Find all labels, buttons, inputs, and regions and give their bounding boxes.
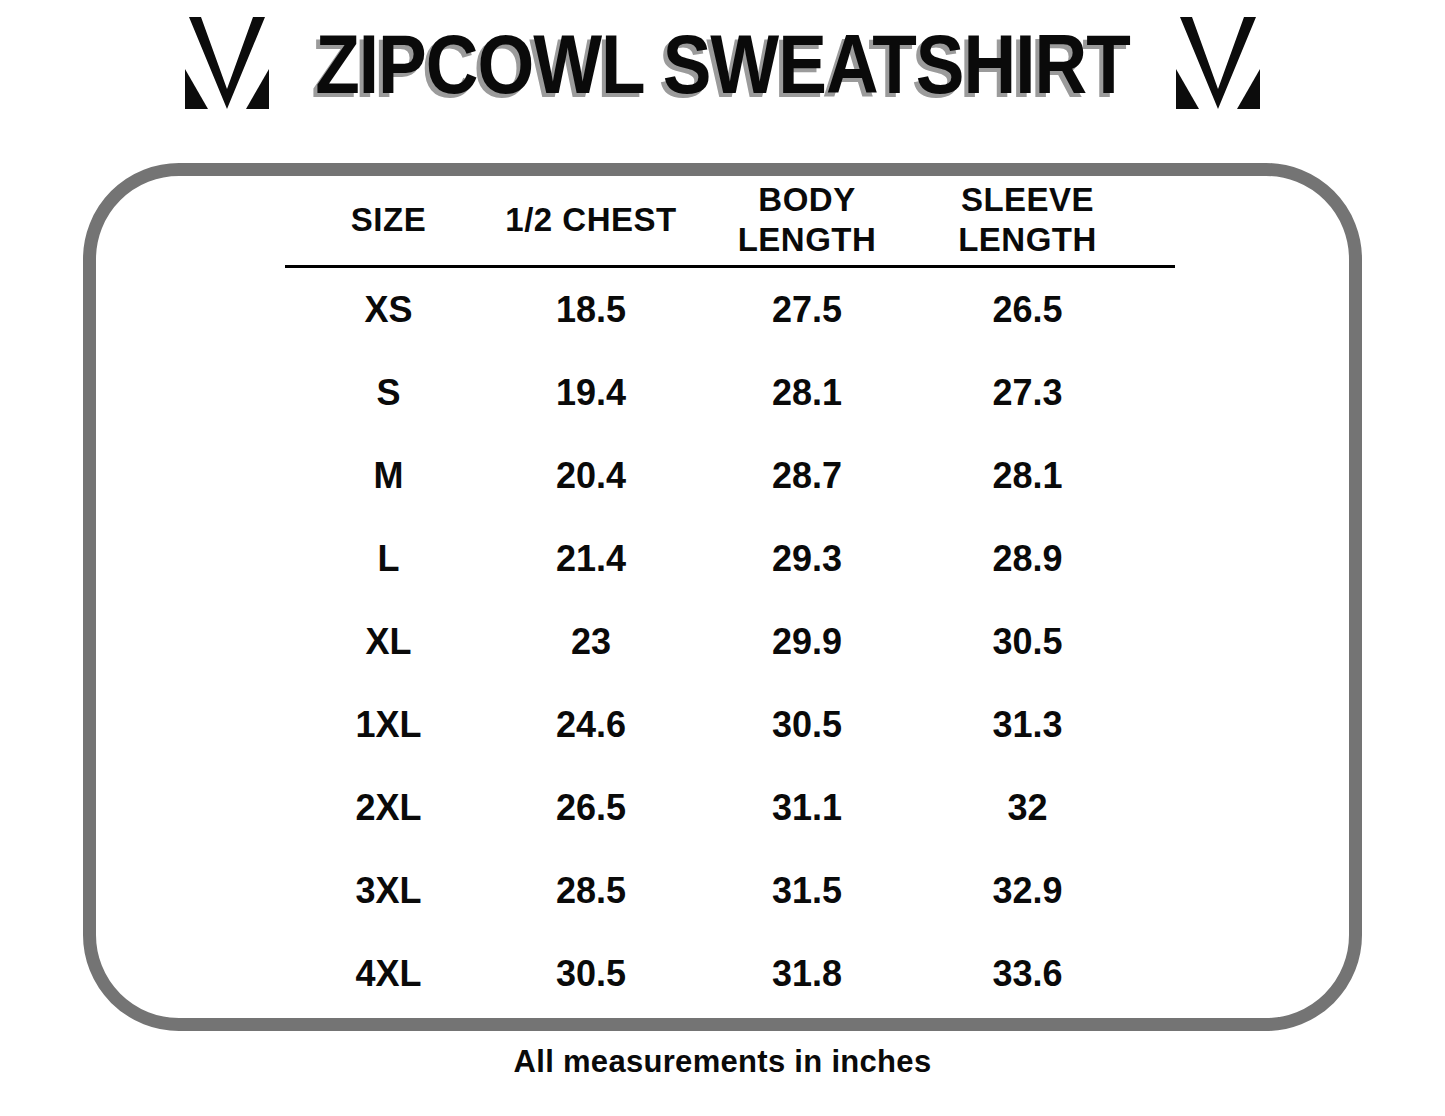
body-length-cell: 29.3 <box>690 538 924 580</box>
size-cell: 2XL <box>285 787 492 829</box>
measurements-note: All measurements in inches <box>0 1044 1445 1080</box>
size-cell: XS <box>285 289 492 331</box>
table-row: M 20.4 28.7 28.1 <box>285 434 1175 517</box>
sleeve-length-cell: 32 <box>924 787 1131 829</box>
table-row: L 21.4 29.3 28.9 <box>285 517 1175 600</box>
header: ZIPCOWL SWEATSHIRT <box>0 16 1445 110</box>
page-title: ZIPCOWL SWEATSHIRT <box>315 16 1130 111</box>
column-header-half-chest: 1/2 CHEST <box>492 200 690 240</box>
sleeve-length-cell: 33.6 <box>924 953 1131 995</box>
half-chest-cell: 21.4 <box>492 538 690 580</box>
table-row: 2XL 26.5 31.1 32 <box>285 766 1175 849</box>
table-header-row: SIZE 1/2 CHEST BODY LENGTH SLEEVE LENGTH <box>285 175 1175 265</box>
sleeve-length-cell: 27.3 <box>924 372 1131 414</box>
sleeve-length-cell: 30.5 <box>924 621 1131 663</box>
table-row: XS 18.5 27.5 26.5 <box>285 268 1175 351</box>
column-header-size: SIZE <box>285 200 492 240</box>
size-chart-page: ZIPCOWL SWEATSHIRT SIZE 1/2 CHEST BODY L… <box>0 0 1445 1116</box>
table-body: XS 18.5 27.5 26.5 S 19.4 28.1 27.3 M 20.… <box>285 268 1175 1015</box>
sleeve-length-cell: 31.3 <box>924 704 1131 746</box>
column-header-body-length: BODY LENGTH <box>690 180 924 259</box>
body-length-cell: 31.5 <box>690 870 924 912</box>
size-cell: 1XL <box>285 704 492 746</box>
table-row: XL 23 29.9 30.5 <box>285 600 1175 683</box>
sleeve-length-cell: 28.9 <box>924 538 1131 580</box>
body-length-cell: 28.7 <box>690 455 924 497</box>
size-cell: 3XL <box>285 870 492 912</box>
body-length-cell: 27.5 <box>690 289 924 331</box>
table-row: 3XL 28.5 31.5 32.9 <box>285 849 1175 932</box>
body-length-cell: 31.1 <box>690 787 924 829</box>
column-header-sleeve-length: SLEEVE LENGTH <box>924 180 1131 259</box>
half-chest-cell: 19.4 <box>492 372 690 414</box>
half-chest-cell: 30.5 <box>492 953 690 995</box>
half-chest-cell: 26.5 <box>492 787 690 829</box>
body-length-cell: 29.9 <box>690 621 924 663</box>
size-cell: 4XL <box>285 953 492 995</box>
body-length-cell: 30.5 <box>690 704 924 746</box>
half-chest-cell: 24.6 <box>492 704 690 746</box>
sleeve-length-cell: 26.5 <box>924 289 1131 331</box>
body-length-cell: 28.1 <box>690 372 924 414</box>
size-chart-table: SIZE 1/2 CHEST BODY LENGTH SLEEVE LENGTH… <box>285 175 1175 1015</box>
size-cell: XL <box>285 621 492 663</box>
body-length-cell: 31.8 <box>690 953 924 995</box>
sleeve-length-cell: 28.1 <box>924 455 1131 497</box>
m-logo-icon <box>177 16 277 110</box>
size-cell: M <box>285 455 492 497</box>
half-chest-cell: 28.5 <box>492 870 690 912</box>
size-cell: S <box>285 372 492 414</box>
m-logo-icon <box>1168 16 1268 110</box>
size-cell: L <box>285 538 492 580</box>
half-chest-cell: 20.4 <box>492 455 690 497</box>
sleeve-length-cell: 32.9 <box>924 870 1131 912</box>
table-row: 1XL 24.6 30.5 31.3 <box>285 683 1175 766</box>
table-row: S 19.4 28.1 27.3 <box>285 351 1175 434</box>
half-chest-cell: 23 <box>492 621 690 663</box>
half-chest-cell: 18.5 <box>492 289 690 331</box>
table-row: 4XL 30.5 31.8 33.6 <box>285 932 1175 1015</box>
